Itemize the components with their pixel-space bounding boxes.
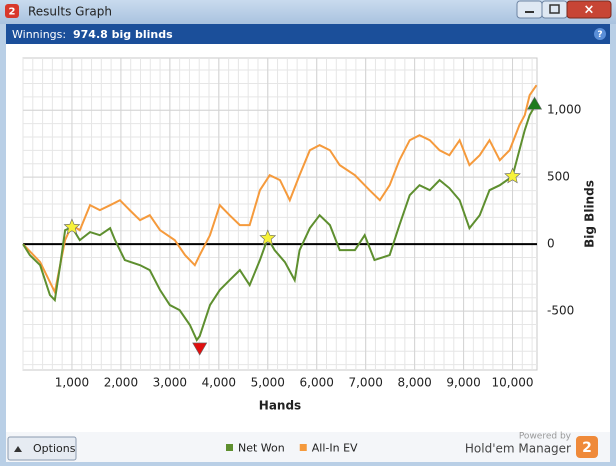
marker-star xyxy=(504,167,521,184)
x-tick-label: 1,000 xyxy=(55,376,89,390)
maximize-button[interactable] xyxy=(541,0,568,19)
marker-star xyxy=(259,229,277,246)
marker-star xyxy=(63,218,81,235)
maximize-glyph xyxy=(549,4,560,14)
plot-frame xyxy=(22,57,538,371)
y-tick-label: -500 xyxy=(547,304,574,318)
x-tick-label: 5,000 xyxy=(251,376,285,390)
options-button[interactable] xyxy=(7,436,77,461)
x-tick-label: 9,000 xyxy=(446,376,480,390)
powered-by: Powered by xyxy=(519,432,572,442)
app-icon xyxy=(5,4,19,18)
y-axis-label: Big Blinds xyxy=(583,180,597,248)
marker-up-triangle xyxy=(527,96,543,110)
legend-swatch xyxy=(299,444,307,451)
x-tick-label: 4,000 xyxy=(202,376,236,390)
legend-label: Net Won xyxy=(238,442,285,455)
window-title: Results Graph xyxy=(28,5,112,19)
title-bar xyxy=(0,0,616,24)
x-tick-label: 3,000 xyxy=(153,376,187,390)
close-button[interactable] xyxy=(566,0,612,19)
x-tick-label: 10,000 xyxy=(492,376,534,390)
header-bar xyxy=(6,24,610,44)
winnings-label: Winnings: xyxy=(12,28,66,41)
brand-name: Hold'em Manager xyxy=(465,442,571,456)
y-tick-label: 0 xyxy=(547,237,555,251)
minimize-button[interactable] xyxy=(516,0,543,19)
legend-label: All-In EV xyxy=(312,442,358,455)
x-tick-label: 8,000 xyxy=(397,376,431,390)
minimize-glyph xyxy=(525,11,534,13)
help-glyph: ? xyxy=(597,30,602,40)
x-tick-label: 2,000 xyxy=(104,376,138,390)
close-glyph: × xyxy=(584,3,595,18)
bottom-bar xyxy=(6,432,610,462)
x-axis-label: Hands xyxy=(259,399,301,413)
app-icon-glyph: 2 xyxy=(9,7,16,18)
brand-logo xyxy=(576,436,598,458)
y-tick-label: 500 xyxy=(547,170,570,184)
legend-swatch xyxy=(226,444,233,451)
x-tick-label: 6,000 xyxy=(300,376,334,390)
brand-logo-glyph: 2 xyxy=(582,440,592,456)
series-line xyxy=(22,84,538,296)
y-tick-label: 1,000 xyxy=(547,103,581,117)
help-button[interactable] xyxy=(594,28,606,40)
options-arrow xyxy=(14,446,22,452)
options-label: Options xyxy=(33,442,76,455)
x-tick-label: 7,000 xyxy=(348,376,382,390)
winnings-value: 974.8 big blinds xyxy=(73,28,173,41)
marker-down-triangle xyxy=(192,342,208,356)
